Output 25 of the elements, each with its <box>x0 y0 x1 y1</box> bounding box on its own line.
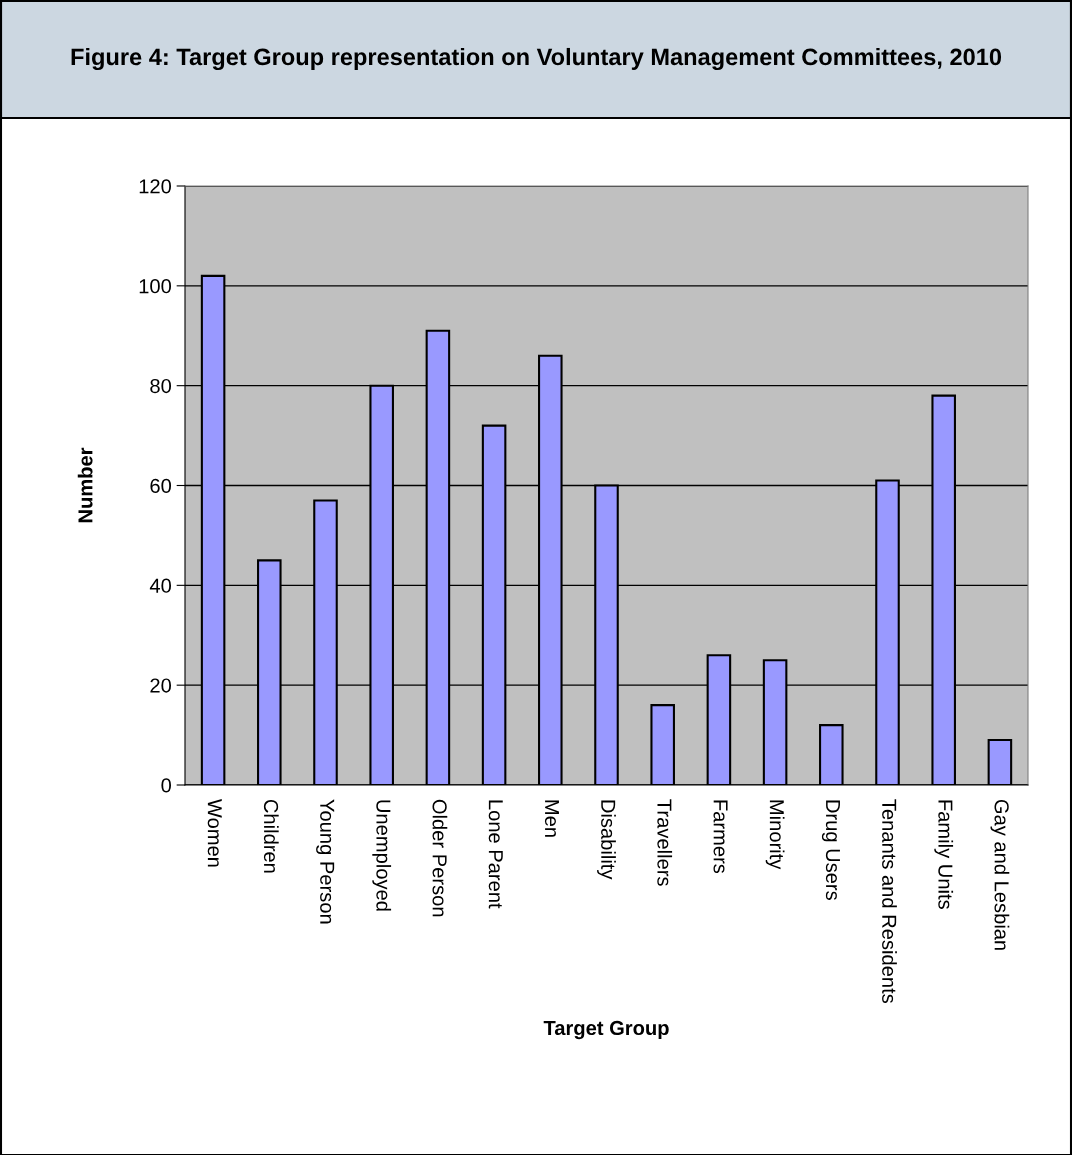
x-tick-label: Women <box>207 798 222 867</box>
y-tick-label: 40 <box>149 578 172 593</box>
x-tick-label: Unemployed <box>372 800 392 911</box>
y-tick-label: 20 <box>150 678 172 693</box>
y-tick-label: 80 <box>150 378 172 394</box>
x-tick-label: Drug Users <box>821 800 840 900</box>
x-tick-label: Young Person <box>316 799 335 924</box>
x-tick-label: Older Person <box>432 799 448 917</box>
y-tick-label: 60 <box>150 478 172 493</box>
x-axis-title: Target Group <box>543 1020 669 1040</box>
x-tick-label: Lone Parent <box>488 800 503 909</box>
chart-title: Figure 4: Target Group representation on Voluntary Management Committees, 2010 <box>71 47 1002 71</box>
y-tick-label: 120 <box>139 179 172 194</box>
y-axis-title: Number <box>77 447 93 523</box>
x-tick-label: Men <box>544 800 559 837</box>
x-tick-label: Farmers <box>713 800 728 874</box>
x-tick-label: Minority <box>765 800 785 870</box>
x-tick-label: Gay and Lesbian <box>990 799 1010 950</box>
x-tick-label: Children <box>263 799 279 873</box>
x-tick-label: Tenants and Residents <box>882 799 897 1004</box>
y-tick-label: 100 <box>139 279 172 294</box>
y-tick-label: 0 <box>161 778 172 793</box>
x-tick-label: Family Units <box>934 800 954 909</box>
x-tick-label: Travellers <box>657 799 673 886</box>
x-tick-label: Disability <box>597 800 616 880</box>
